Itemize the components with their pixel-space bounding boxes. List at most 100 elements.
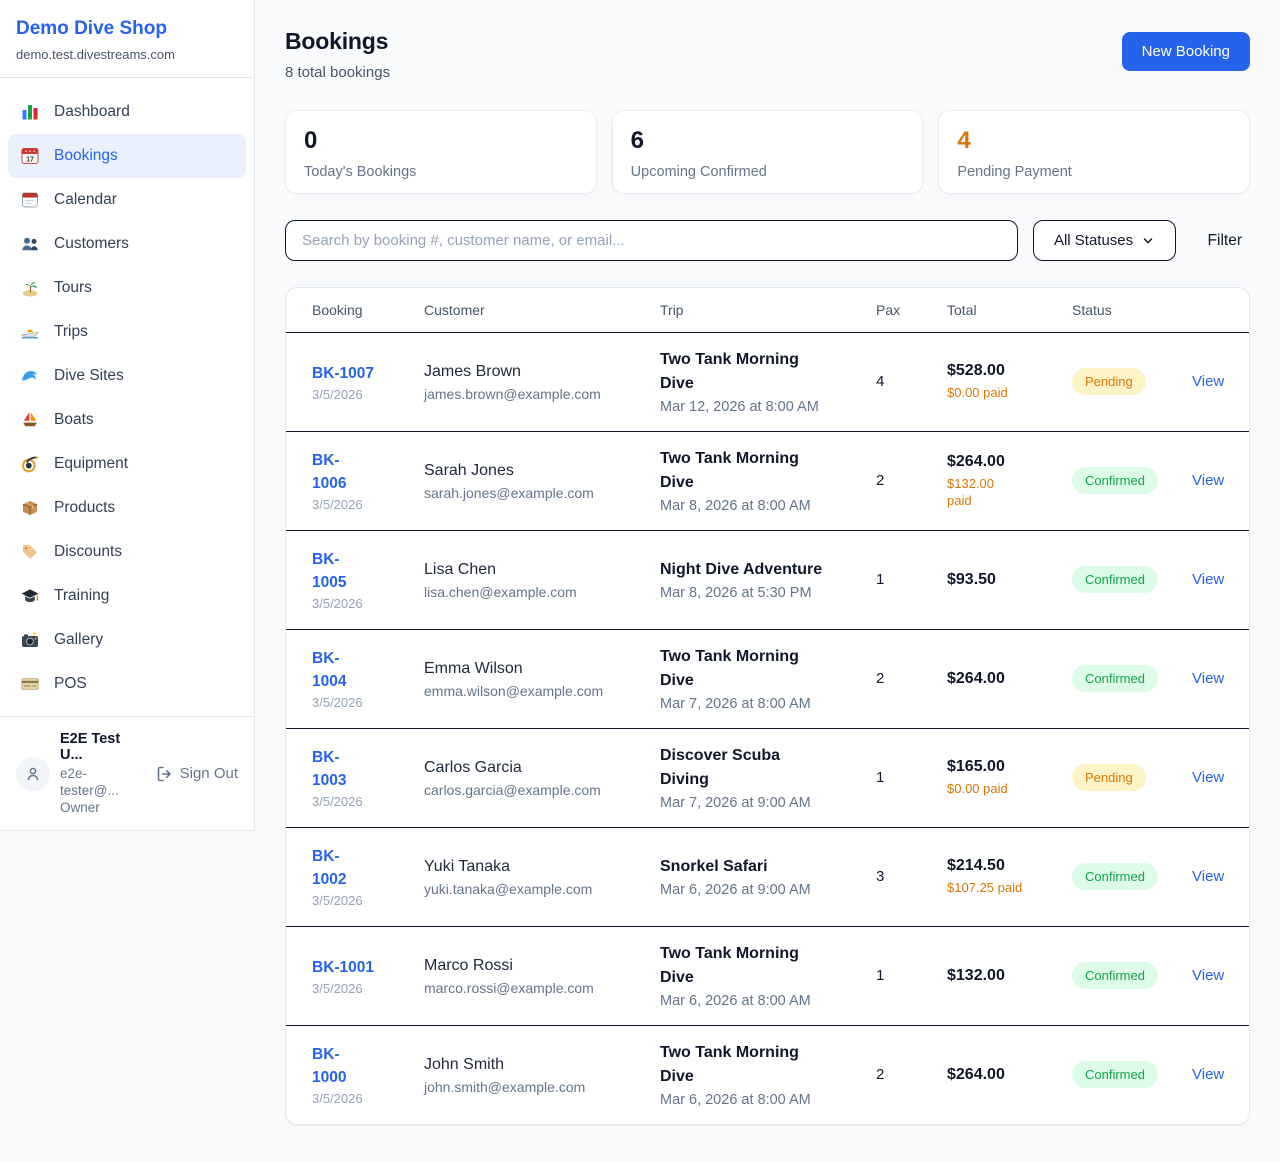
customer-name: Sarah Jones bbox=[424, 462, 514, 479]
booking-id-link[interactable]: BK- 1004 bbox=[312, 650, 347, 690]
table-row: BK- 1002 3/5/2026 Yuki Tanaka yuki.tanaka@e… bbox=[286, 826, 1249, 926]
booking-id-link[interactable]: BK- 1006 bbox=[312, 452, 347, 492]
sailboat-icon bbox=[20, 410, 40, 430]
total-amount: $165.00 bbox=[947, 758, 1005, 775]
total-amount: $264.00 bbox=[947, 452, 1005, 470]
table-row: BK- 1000 3/5/2026 John Smith john.smith@exa… bbox=[286, 1024, 1249, 1124]
sign-out-label: Sign Out bbox=[179, 765, 238, 782]
total-amount: $93.50 bbox=[947, 570, 996, 588]
sidebar-item-calendar[interactable]: Calendar bbox=[8, 178, 246, 222]
table-row: BK-1001 3/5/2026 Marco Rossi marco.rossi@ex… bbox=[286, 925, 1249, 1025]
booking-date: 3/5/2026 bbox=[312, 386, 363, 402]
brand: Demo Dive Shop demo.test.divestreams.com bbox=[0, 0, 254, 78]
status-filter-select[interactable]: All Statuses bbox=[1032, 220, 1176, 261]
sidebar-item-tours[interactable]: Tours bbox=[8, 266, 246, 310]
speedboat-icon bbox=[20, 322, 40, 342]
booking-date: 3/5/2026 bbox=[312, 596, 363, 611]
bookings-table: Booking Customer Trip Pax Total Status BK-100… bbox=[286, 288, 1249, 1124]
sidebar-item-label: Gallery bbox=[54, 631, 104, 648]
booking-id-link[interactable]: BK- 1003 bbox=[312, 749, 347, 789]
sidebar-item-pos[interactable]: POS bbox=[8, 662, 246, 706]
stat-value: 0 bbox=[304, 127, 318, 154]
sidebar-item-discounts[interactable]: Discounts bbox=[8, 530, 246, 574]
sidebar-item-products[interactable]: Products bbox=[8, 486, 246, 530]
view-link[interactable]: View bbox=[1192, 867, 1225, 885]
stat-label: Today's Bookings bbox=[304, 164, 417, 180]
person-icon bbox=[23, 764, 43, 784]
table-header-row: Booking Customer Trip Pax Total Status bbox=[286, 288, 1249, 333]
column-header-total: Total bbox=[947, 288, 1072, 333]
wave-icon bbox=[20, 366, 40, 386]
booking-date: 3/5/2026 bbox=[312, 893, 363, 908]
view-link[interactable]: View bbox=[1192, 669, 1225, 687]
customer-email: james.brown@example.com bbox=[424, 386, 601, 402]
booking-id-link[interactable]: BK- 1000 bbox=[312, 1046, 347, 1087]
camera-icon bbox=[20, 630, 40, 650]
customer-email: emma.wilson@example.com bbox=[424, 683, 604, 699]
table-row: BK-1007 3/5/2026 James Brown james.brown@ex… bbox=[286, 332, 1249, 431]
stat-value: 4 bbox=[957, 127, 971, 154]
sidebar-item-trips[interactable]: Trips bbox=[8, 310, 246, 354]
sidebar-item-label: Dive Sites bbox=[54, 367, 124, 384]
pax-count: 4 bbox=[876, 373, 885, 390]
sidebar: Demo Dive Shop demo.test.divestreams.com… bbox=[0, 0, 255, 831]
sidebar-item-customers[interactable]: Customers bbox=[8, 222, 246, 266]
avatar bbox=[16, 756, 50, 791]
trip-datetime: Mar 6, 2026 at 8:00 AM bbox=[660, 993, 811, 1009]
status-badge: Confirmed bbox=[1072, 665, 1158, 692]
customer-email: sarah.jones@example.com bbox=[424, 485, 594, 501]
paid-amount: $107.25 paid bbox=[947, 880, 1023, 895]
sidebar-item-boats[interactable]: Boats bbox=[8, 398, 246, 442]
calendar-icon bbox=[20, 190, 40, 210]
trip-name: Two Tank Morning Dive bbox=[660, 1044, 799, 1086]
status-badge: Pending bbox=[1072, 368, 1146, 395]
sign-out-button[interactable]: Sign Out bbox=[154, 764, 238, 784]
search-input[interactable] bbox=[285, 220, 1018, 261]
filter-button[interactable]: Filter bbox=[1207, 231, 1242, 249]
sidebar-item-training[interactable]: Training bbox=[8, 574, 246, 618]
column-header-booking: Booking bbox=[286, 288, 424, 333]
stat-label: Upcoming Confirmed bbox=[630, 164, 767, 180]
view-link[interactable]: View bbox=[1192, 570, 1225, 588]
calendar-17-icon: 17 bbox=[20, 146, 40, 166]
sign-out-icon bbox=[154, 764, 174, 784]
booking-id-link[interactable]: BK- 1005 bbox=[312, 551, 347, 591]
view-link[interactable]: View bbox=[1192, 768, 1225, 786]
trip-name: Discover Scuba Diving bbox=[660, 747, 781, 788]
sidebar-item-gallery[interactable]: Gallery bbox=[8, 618, 246, 662]
customer-email: yuki.tanaka@example.com bbox=[424, 881, 593, 897]
status-filter-value: All Statuses bbox=[1053, 232, 1134, 249]
sidebar-item-dashboard[interactable]: Dashboard bbox=[8, 90, 246, 134]
view-link[interactable]: View bbox=[1192, 966, 1225, 984]
status-badge: Pending bbox=[1072, 764, 1146, 791]
view-link[interactable]: View bbox=[1192, 471, 1225, 489]
booking-date: 3/5/2026 bbox=[312, 980, 363, 996]
booking-id-link[interactable]: BK-1007 bbox=[312, 364, 375, 382]
sidebar-item-dive-sites[interactable]: Dive Sites bbox=[8, 354, 246, 398]
sidebar-item-label: POS bbox=[54, 675, 87, 692]
page-header-text: Bookings 8 total bookings bbox=[285, 28, 390, 81]
booking-id-link[interactable]: BK-1001 bbox=[312, 958, 375, 976]
booking-id-link[interactable]: BK- 1002 bbox=[312, 848, 347, 888]
view-link[interactable]: View bbox=[1192, 1065, 1225, 1083]
column-header-customer: Customer bbox=[424, 288, 660, 333]
people-icon bbox=[20, 234, 40, 254]
sidebar-item-label: Dashboard bbox=[54, 103, 130, 120]
column-header-status: Status bbox=[1072, 288, 1192, 333]
sidebar-item-label: Trips bbox=[54, 323, 88, 340]
sidebar-nav: Dashboard 17 Bookings Calendar Customers Tour… bbox=[0, 78, 254, 716]
table-row: BK- 1004 3/5/2026 Emma Wilson emma.wilson@e… bbox=[286, 628, 1249, 728]
new-booking-button[interactable]: New Booking bbox=[1121, 32, 1250, 71]
pax-count: 3 bbox=[876, 826, 947, 926]
table-row: BK- 1003 3/5/2026 Carlos Garcia carlos.garc… bbox=[286, 727, 1249, 827]
sidebar-item-equipment[interactable]: Equipment bbox=[8, 442, 246, 486]
status-badge: Confirmed bbox=[1072, 467, 1158, 494]
trip-name: Snorkel Safari bbox=[660, 858, 768, 875]
sidebar-item-bookings[interactable]: 17 Bookings bbox=[8, 134, 246, 178]
pax-count: 2 bbox=[876, 430, 947, 530]
booking-date: 3/5/2026 bbox=[312, 497, 363, 512]
customer-name: John Smith bbox=[424, 1056, 505, 1074]
status-badge: Confirmed bbox=[1072, 863, 1158, 890]
booking-date: 3/5/2026 bbox=[312, 794, 363, 809]
view-link[interactable]: View bbox=[1192, 372, 1225, 390]
